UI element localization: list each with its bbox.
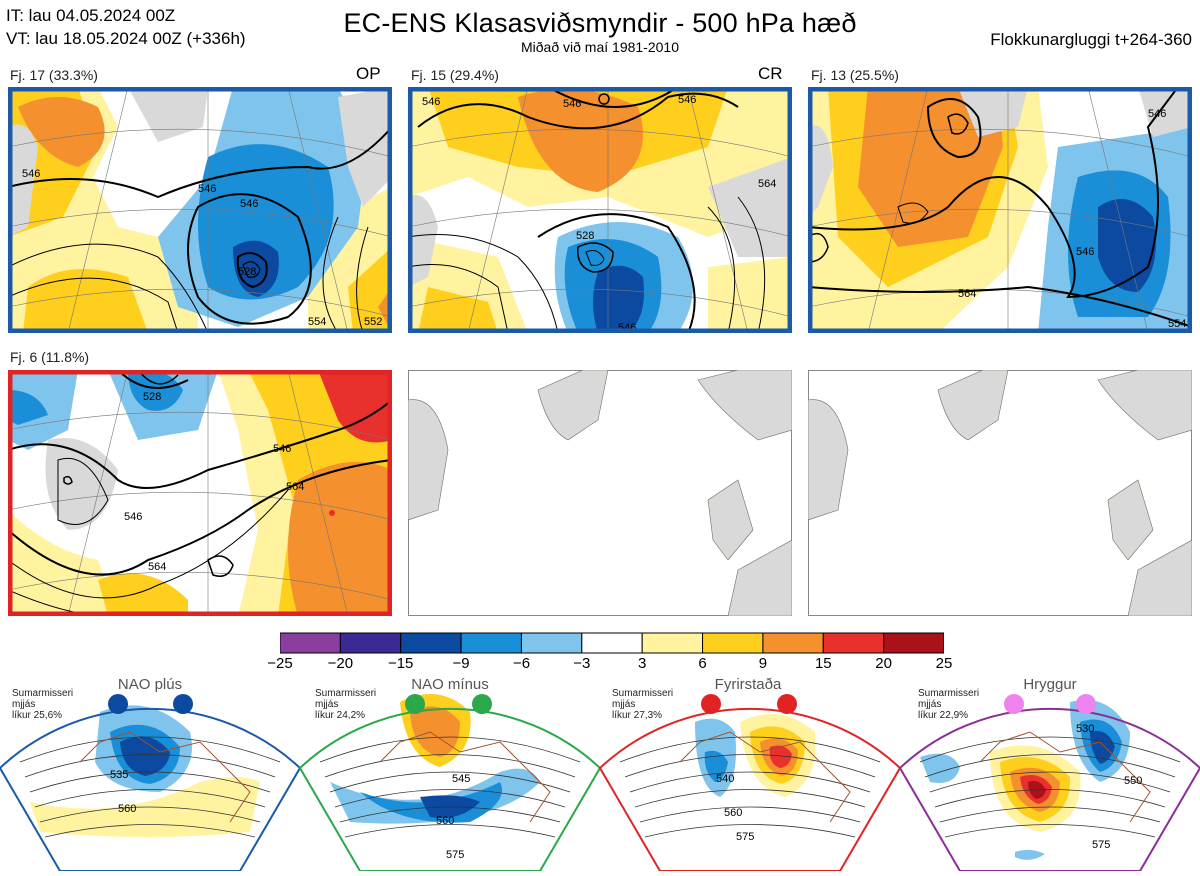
contour-label: 546 xyxy=(678,94,696,106)
contour-label: 552 xyxy=(364,316,382,328)
regime-contour-label: 535 xyxy=(110,769,128,781)
regime-contour-label: 575 xyxy=(446,849,464,861)
contour-label: 546 xyxy=(124,511,142,523)
contour-label: 564 xyxy=(958,288,976,300)
colorbar-swatch xyxy=(279,632,341,654)
regime-nao-minus: 545 560 575 xyxy=(298,694,602,872)
cluster-map-3: 546 546 564 554 xyxy=(808,87,1192,333)
colorbar-swatch xyxy=(460,632,522,654)
regime-ridge: 530 550 575 xyxy=(898,694,1200,872)
regime-4-title: Hryggur xyxy=(1023,676,1077,693)
contour-label: 546 xyxy=(618,322,636,333)
colorbar-tick-label: 15 xyxy=(814,655,832,672)
colorbar-tick-label: −20 xyxy=(327,655,354,672)
valid-time: VT: lau 18.05.2024 00Z (+336h) xyxy=(6,29,246,48)
empty-map-2 xyxy=(808,370,1192,616)
initial-time: IT: lau 04.05.2024 00Z xyxy=(6,6,176,25)
regime-contour-label: 560 xyxy=(724,807,742,819)
panel-2-tag: CR xyxy=(758,64,783,83)
regime-2-title: NAO mínus xyxy=(411,676,489,693)
colorbar xyxy=(279,632,945,659)
colorbar-tick-label: 9 xyxy=(758,655,768,672)
contour-label: 546 xyxy=(273,443,291,455)
contour-label: 546 xyxy=(240,198,258,210)
colorbar-tick-label: −25 xyxy=(267,655,293,672)
colorbar-tick-label: −9 xyxy=(452,655,470,672)
contour-label: 546 xyxy=(1148,108,1166,120)
contour-label: 546 xyxy=(22,168,40,180)
colorbar-swatch xyxy=(702,632,764,654)
colorbar-tick-label: −6 xyxy=(512,655,531,672)
regime-3-info: Sumarmisseri mjjás líkur 27,3% xyxy=(612,688,674,721)
colorbar-swatch xyxy=(883,632,945,654)
panel-4-label: Fj. 6 (11.8%) xyxy=(10,349,90,365)
regime-3-title: Fyrirstaða xyxy=(714,676,782,693)
colorbar-swatch xyxy=(581,632,643,654)
contour-label: 528 xyxy=(576,230,594,242)
regime-1-info: Sumarmisseri mjjás líkur 25,6% xyxy=(12,688,74,721)
contour-label: 564 xyxy=(286,481,304,493)
regime-contour-label: 560 xyxy=(436,815,454,827)
contour-label: 546 xyxy=(198,183,216,195)
regime-contour-label: 545 xyxy=(452,773,470,785)
panel-3-label: Fj. 13 (25.5%) xyxy=(811,67,899,83)
regime-blocking: 540 560 575 xyxy=(598,694,902,872)
colorbar-tick-label: 6 xyxy=(698,655,707,672)
regime-2-info: Sumarmisseri mjjás líkur 24,2% xyxy=(315,688,377,721)
page-title: EC-ENS Klasasviðsmyndir - 500 hPa hæð xyxy=(343,8,857,38)
panel-1-tag: OP xyxy=(356,64,381,83)
colorbar-swatch xyxy=(822,632,885,654)
cluster-map-2: 546 546 546 528 546 564 xyxy=(408,87,792,333)
regime-contour-label: 560 xyxy=(118,803,136,815)
colorbar-tick-label: 25 xyxy=(935,655,953,672)
contour-label: 564 xyxy=(148,561,166,573)
colorbar-swatch xyxy=(641,632,704,654)
cluster-map-4: 528 546 564 546 564 xyxy=(8,370,392,616)
empty-map-1 xyxy=(408,370,792,616)
contour-label: 546 xyxy=(563,98,581,110)
contour-label: 564 xyxy=(758,178,776,190)
contour-label: 554 xyxy=(308,316,326,328)
cluster-map-1: 546 546 546 528 554 552 xyxy=(8,87,392,333)
regime-contour-label: 550 xyxy=(1124,775,1142,787)
colorbar-swatch xyxy=(762,632,824,654)
contour-label: 528 xyxy=(238,266,256,278)
regime-contour-label: 530 xyxy=(1076,723,1094,735)
colorbar-tick-label: 3 xyxy=(638,655,647,672)
colorbar-swatch xyxy=(400,632,462,654)
colorbar-tick-label: −15 xyxy=(387,655,414,672)
panel-2-label: Fj. 15 (29.4%) xyxy=(411,67,499,83)
regime-contour-label: 575 xyxy=(736,831,754,843)
colorbar-tick-label: −3 xyxy=(573,655,591,672)
colorbar-tick-label: 20 xyxy=(875,655,892,672)
colorbar-swatch xyxy=(339,632,402,654)
regime-contour-label: 540 xyxy=(716,773,734,785)
contour-label: 528 xyxy=(143,391,161,403)
weather-regimes: 535 560 545 560 575 xyxy=(0,672,1200,872)
regime-contour-label: 575 xyxy=(1092,839,1110,851)
regime-1-title: NAO plús xyxy=(117,676,183,693)
classification-window: Flokkunargluggi t+264-360 xyxy=(990,30,1192,49)
header-dates: IT: lau 04.05.2024 00Z VT: lau 18.05.202… xyxy=(6,4,246,50)
page-subtitle: Miðað við maí 1981-2010 xyxy=(521,39,679,55)
regime-nao-plus: 535 560 xyxy=(0,694,302,872)
panel-1-label: Fj. 17 (33.3%) xyxy=(10,67,98,83)
contour-label: 546 xyxy=(1076,246,1094,258)
contour-label: 546 xyxy=(422,96,440,108)
contour-label: 554 xyxy=(1168,318,1186,330)
regime-4-info: Sumarmisseri mjjás líkur 22,9% xyxy=(918,688,980,721)
colorbar-swatch xyxy=(520,632,583,654)
